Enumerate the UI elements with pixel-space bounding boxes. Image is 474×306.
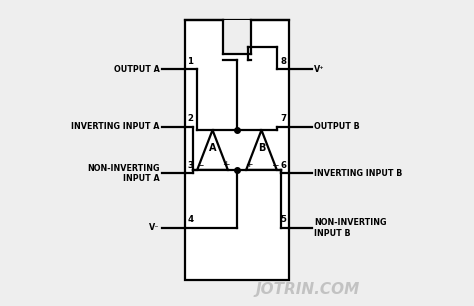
Text: 8: 8 bbox=[281, 57, 287, 66]
Text: OUTPUT B: OUTPUT B bbox=[314, 122, 360, 131]
Text: −: − bbox=[196, 160, 203, 169]
Text: V⁺: V⁺ bbox=[314, 65, 325, 74]
Text: 1: 1 bbox=[187, 57, 193, 66]
Text: 7: 7 bbox=[281, 114, 287, 123]
Bar bbox=[185, 20, 289, 280]
Text: OUTPUT A: OUTPUT A bbox=[114, 65, 160, 74]
Text: 2: 2 bbox=[187, 114, 193, 123]
Text: 5: 5 bbox=[281, 215, 287, 224]
Text: NON-INVERTING
INPUT B: NON-INVERTING INPUT B bbox=[314, 218, 387, 238]
Text: NON-INVERTING
INPUT A: NON-INVERTING INPUT A bbox=[87, 164, 160, 183]
Polygon shape bbox=[197, 130, 228, 170]
Text: A: A bbox=[209, 144, 216, 153]
Text: +: + bbox=[222, 160, 229, 169]
Text: 6: 6 bbox=[281, 161, 287, 170]
Text: 3: 3 bbox=[187, 161, 193, 170]
Text: INVERTING INPUT A: INVERTING INPUT A bbox=[71, 122, 160, 131]
Text: JOTRIN.COM: JOTRIN.COM bbox=[255, 282, 359, 297]
Text: 4: 4 bbox=[187, 215, 193, 224]
Text: INVERTING INPUT B: INVERTING INPUT B bbox=[314, 169, 403, 178]
Polygon shape bbox=[246, 130, 277, 170]
Text: V⁻: V⁻ bbox=[149, 223, 160, 233]
Text: −: − bbox=[271, 160, 278, 169]
Bar bbox=[223, 20, 251, 54]
Text: +: + bbox=[245, 160, 252, 169]
Text: B: B bbox=[258, 144, 265, 153]
